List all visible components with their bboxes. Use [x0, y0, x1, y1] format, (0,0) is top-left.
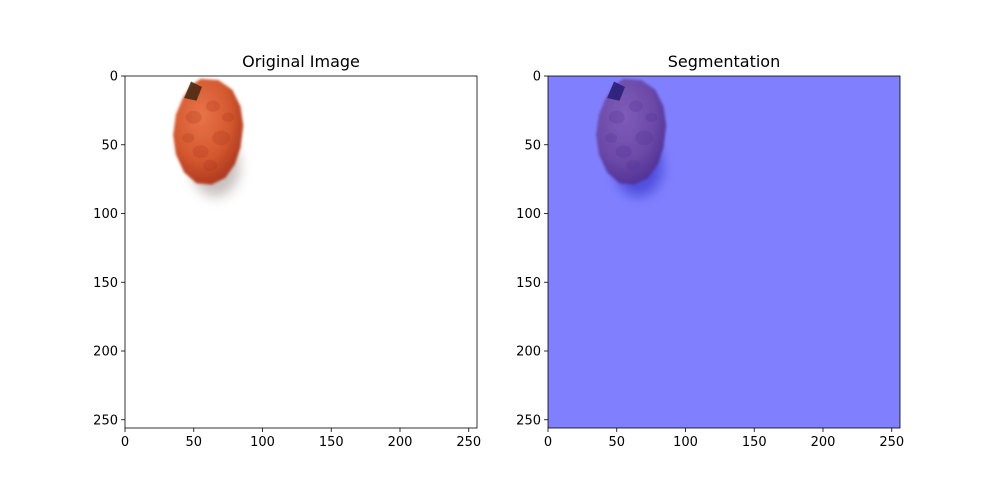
fruit-texture — [615, 145, 632, 159]
fruit-texture — [212, 130, 231, 146]
fruit-texture — [222, 112, 235, 123]
y-tick-label: 50 — [101, 138, 118, 153]
x-tick-label: 50 — [185, 435, 202, 450]
y-tick-label: 150 — [93, 276, 118, 291]
y-tick-label: 100 — [93, 207, 118, 222]
axes-frame — [547, 75, 901, 429]
fruit-texture — [206, 100, 220, 112]
x-tick-label: 200 — [388, 435, 413, 450]
x-tick-label: 150 — [742, 435, 767, 450]
y-tick-label: 250 — [93, 413, 118, 428]
x-tick-label: 250 — [456, 435, 481, 450]
x-tick-label: 0 — [121, 435, 129, 450]
y-tick-label: 250 — [516, 413, 541, 428]
fruit-texture — [629, 100, 643, 112]
image-content — [125, 76, 477, 428]
x-tick-label: 100 — [250, 435, 275, 450]
fruit-texture — [626, 159, 641, 171]
x-tick-label: 0 — [544, 435, 552, 450]
axes-title: Segmentation — [668, 52, 780, 71]
y-tick-label: 150 — [516, 276, 541, 291]
fruit-body — [173, 78, 244, 185]
fruit-texture — [182, 133, 195, 143]
fruit-texture — [608, 110, 625, 124]
axes-title: Original Image — [242, 52, 360, 71]
fruit-crown — [184, 81, 202, 101]
image-content — [548, 76, 900, 428]
y-tick-label: 0 — [110, 70, 118, 85]
fruit-crown — [607, 81, 625, 101]
fruit-texture — [645, 112, 658, 123]
fruit-texture — [203, 159, 218, 171]
x-tick-label: 100 — [673, 435, 698, 450]
fruit-body — [596, 78, 667, 185]
x-tick-label: 250 — [879, 435, 904, 450]
x-tick-label: 50 — [608, 435, 625, 450]
fruit-texture — [605, 133, 618, 143]
x-tick-label: 200 — [811, 435, 836, 450]
y-tick-label: 50 — [524, 138, 541, 153]
axes-frame — [124, 75, 478, 429]
y-tick-label: 200 — [93, 345, 118, 360]
fruit-texture — [192, 145, 209, 159]
fruit-texture — [635, 130, 654, 146]
y-tick-label: 100 — [516, 207, 541, 222]
x-tick-label: 150 — [319, 435, 344, 450]
y-tick-label: 0 — [533, 70, 541, 85]
fruit-texture — [185, 110, 202, 124]
y-tick-label: 200 — [516, 345, 541, 360]
